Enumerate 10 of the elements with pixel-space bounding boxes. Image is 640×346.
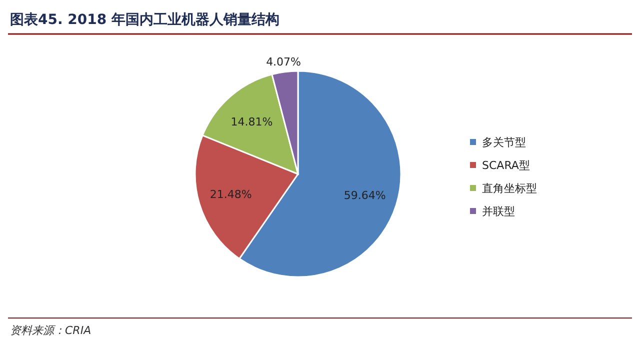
chart-title: 图表45. 2018 年国内工业机器人销量结构: [10, 12, 280, 28]
text: 资料来源：CRIA: [10, 324, 92, 337]
legend-label: 并联型: [482, 205, 515, 218]
data-label: 21.48%: [210, 188, 252, 202]
data-label: 4.07%: [266, 56, 302, 69]
data-label: 59.64%: [344, 188, 386, 202]
legend-label: SCARA型: [482, 159, 530, 172]
legend-label: 多关节型: [482, 136, 526, 149]
data-label: 14.81%: [230, 115, 273, 128]
legend-label: 直角坐标型: [482, 182, 537, 195]
